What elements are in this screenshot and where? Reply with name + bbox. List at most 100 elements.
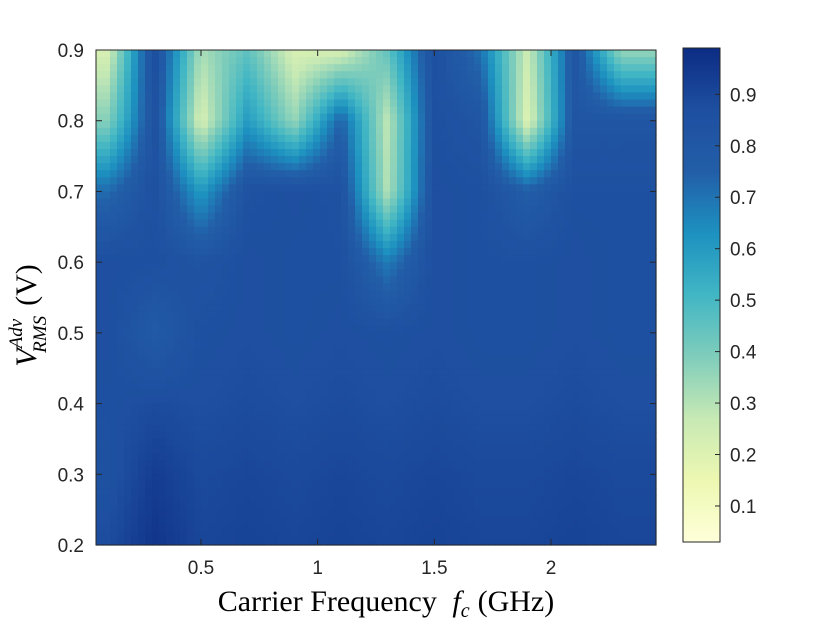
heatmap-cell (572, 99, 580, 108)
heatmap-cell (607, 438, 615, 447)
heatmap-cell (299, 226, 307, 235)
heatmap-cell (208, 290, 216, 299)
heatmap-cell (474, 163, 482, 171)
heatmap-cell (215, 255, 223, 263)
heatmap-cell (523, 191, 531, 200)
heatmap-cell (215, 113, 223, 122)
heatmap-cell (425, 276, 433, 284)
heatmap-cell (229, 198, 237, 207)
heatmap-cell (649, 276, 657, 284)
heatmap-cell (320, 318, 328, 327)
heatmap-cell (635, 438, 643, 447)
heatmap-cell (509, 389, 517, 398)
heatmap-cell (236, 446, 244, 454)
heatmap-cell (516, 219, 524, 228)
heatmap-cell (222, 297, 230, 306)
heatmap-cell (565, 311, 573, 320)
heatmap-cell (642, 205, 650, 214)
heatmap-cell (481, 57, 489, 65)
heatmap-cell (285, 177, 293, 185)
heatmap-cell (369, 149, 377, 157)
heatmap-cell (383, 134, 391, 143)
heatmap-cell (411, 57, 419, 65)
heatmap-cell (509, 163, 517, 171)
heatmap-cell (530, 163, 538, 171)
heatmap-cell (96, 64, 104, 72)
heatmap-cell (614, 134, 622, 143)
heatmap-cell (558, 226, 566, 235)
heatmap-cell (327, 332, 335, 341)
heatmap-cell (229, 417, 237, 426)
heatmap-cell (474, 403, 482, 412)
heatmap-cell (264, 332, 272, 341)
heatmap-cell (229, 127, 237, 136)
heatmap-cell (187, 368, 195, 376)
heatmap-cell (530, 127, 538, 136)
heatmap-cell (551, 163, 559, 171)
heatmap-cell (579, 50, 587, 58)
heatmap-cell (579, 205, 587, 214)
heatmap-cell (222, 120, 230, 129)
heatmap-cell (467, 134, 475, 143)
heatmap-cell (166, 106, 174, 115)
heatmap-cell (579, 460, 587, 468)
heatmap-cell (411, 106, 419, 115)
heatmap-cell (131, 64, 139, 72)
heatmap-cell (439, 219, 447, 228)
heatmap-cell (138, 403, 146, 412)
heatmap-cell (411, 198, 419, 207)
heatmap-cell (446, 269, 454, 277)
heatmap-cell (173, 240, 181, 249)
heatmap-cell (152, 375, 160, 383)
heatmap-cell (159, 488, 167, 497)
heatmap-cell (299, 276, 307, 284)
heatmap-cell (299, 50, 307, 58)
heatmap-cell (187, 240, 195, 249)
heatmap-cell (229, 233, 237, 242)
heatmap-cell (537, 163, 545, 171)
heatmap-cell (397, 460, 405, 468)
heatmap-cell (649, 467, 657, 475)
heatmap-cell (334, 417, 342, 426)
heatmap-cell (299, 262, 307, 270)
heatmap-cell (635, 431, 643, 440)
heatmap-cell (152, 368, 160, 376)
heatmap-cell (201, 403, 209, 412)
heatmap-cell (236, 474, 244, 482)
heatmap-cell (215, 226, 223, 235)
heatmap-cell (348, 431, 356, 440)
heatmap-cell (383, 163, 391, 171)
heatmap-cell (243, 382, 251, 391)
heatmap-cell (502, 424, 510, 433)
heatmap-cell (383, 57, 391, 65)
heatmap-cell (327, 396, 335, 405)
heatmap-cell (278, 92, 286, 101)
heatmap-cell (362, 467, 370, 475)
heatmap-cell (173, 71, 181, 79)
heatmap-cell (362, 99, 370, 108)
heatmap-cell (621, 474, 629, 482)
heatmap-cell (173, 361, 181, 369)
heatmap-cell (215, 339, 223, 348)
heatmap-cell (271, 219, 279, 228)
heatmap-cell (614, 403, 622, 412)
heatmap-cell (586, 141, 594, 150)
heatmap-cell (502, 255, 510, 263)
heatmap-cell (222, 248, 230, 256)
heatmap-cell (649, 382, 657, 391)
heatmap-cell (152, 170, 160, 178)
heatmap-cell (502, 410, 510, 419)
heatmap-cell (292, 191, 300, 200)
heatmap-cell (523, 347, 531, 355)
heatmap-cell (600, 219, 608, 228)
heatmap-cell (257, 113, 265, 122)
heatmap-cell (516, 431, 524, 440)
heatmap-cell (194, 219, 202, 228)
heatmap-cell (530, 191, 538, 200)
heatmap-cell (201, 50, 209, 58)
heatmap-cell (285, 375, 293, 383)
heatmap-cell (215, 50, 223, 58)
heatmap-cell (439, 375, 447, 383)
heatmap-cell (103, 446, 111, 454)
heatmap-cell (600, 361, 608, 369)
